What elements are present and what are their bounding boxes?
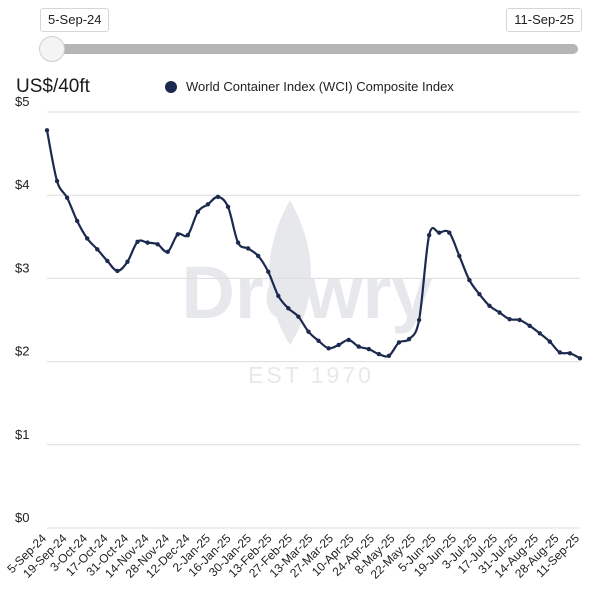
data-point[interactable]: [316, 338, 321, 343]
data-point[interactable]: [245, 246, 251, 251]
data-point[interactable]: [195, 209, 201, 215]
data-point[interactable]: [356, 344, 361, 349]
data-point[interactable]: [306, 329, 311, 334]
drewry-watermark: Drewry EST 1970: [182, 200, 433, 388]
data-point[interactable]: [396, 340, 402, 345]
y-axis-ticks: $0 $1 $2 $3 $4 $5: [15, 94, 29, 525]
data-point[interactable]: [255, 253, 261, 259]
y-tick-label: $5: [15, 94, 29, 109]
y-tick-label: $2: [15, 344, 29, 359]
data-point[interactable]: [74, 218, 80, 224]
legend-label: World Container Index (WCI) Composite In…: [186, 79, 454, 94]
slider-handle[interactable]: [39, 36, 65, 62]
grid: [47, 111, 580, 529]
data-point[interactable]: [386, 353, 392, 358]
data-point[interactable]: [105, 258, 110, 264]
watermark-flame-icon: [269, 200, 311, 345]
y-tick-label: $4: [15, 177, 29, 192]
data-point[interactable]: [266, 269, 271, 274]
data-point[interactable]: [577, 356, 583, 361]
data-point[interactable]: [296, 314, 301, 319]
data-point[interactable]: [215, 194, 221, 200]
data-point[interactable]: [145, 240, 150, 245]
data-point[interactable]: [447, 230, 452, 235]
data-point[interactable]: [44, 128, 50, 133]
date-range-slider[interactable]: [50, 44, 578, 54]
data-point[interactable]: [235, 240, 241, 245]
data-point[interactable]: [135, 239, 140, 244]
watermark-est: EST 1970: [248, 362, 374, 388]
data-point[interactable]: [326, 346, 331, 351]
data-point[interactable]: [537, 331, 542, 336]
y-tick-label: $1: [15, 427, 29, 442]
data-point[interactable]: [276, 293, 281, 299]
x-axis-ticks: 5-Sep-2419-Sep-243-Oct-2417-Oct-2431-Oct…: [4, 531, 582, 582]
legend-marker-icon: [165, 80, 177, 93]
data-point[interactable]: [336, 342, 341, 348]
y-tick-label: $3: [15, 260, 29, 275]
range-end-label: 11-Sep-25: [506, 8, 582, 32]
data-point[interactable]: [437, 230, 442, 235]
data-point[interactable]: [497, 310, 502, 315]
data-point[interactable]: [487, 303, 492, 309]
data-point[interactable]: [507, 316, 512, 322]
watermark-brand: Drewry: [182, 251, 433, 334]
data-point[interactable]: [225, 204, 231, 210]
data-point[interactable]: [567, 351, 573, 356]
range-start-label: 5-Sep-24: [40, 8, 110, 32]
data-point[interactable]: [346, 337, 351, 343]
data-point[interactable]: [527, 323, 532, 329]
data-point[interactable]: [125, 259, 130, 264]
data-point[interactable]: [185, 232, 190, 238]
legend[interactable]: World Container Index (WCI) Composite In…: [165, 79, 454, 94]
data-point[interactable]: [477, 292, 482, 297]
data-point[interactable]: [175, 232, 180, 237]
data-point[interactable]: [366, 346, 372, 352]
y-axis-unit-label: US$/40ft: [16, 76, 90, 97]
y-tick-label: $0: [15, 510, 29, 525]
data-point[interactable]: [467, 277, 472, 283]
data-point[interactable]: [286, 306, 291, 311]
data-point[interactable]: [426, 232, 432, 238]
data-point[interactable]: [115, 268, 120, 274]
data-point[interactable]: [557, 350, 563, 355]
data-point[interactable]: [457, 253, 462, 259]
data-point[interactable]: [406, 336, 412, 342]
data-point[interactable]: [416, 317, 422, 323]
data-point[interactable]: [517, 317, 522, 323]
data-point[interactable]: [64, 195, 70, 200]
data-point[interactable]: [85, 236, 90, 241]
data-point[interactable]: [547, 339, 553, 344]
data-point[interactable]: [54, 178, 60, 184]
data-point[interactable]: [376, 351, 382, 357]
data-point[interactable]: [205, 202, 211, 207]
series-layer: [44, 128, 583, 361]
data-point[interactable]: [95, 247, 100, 252]
data-point[interactable]: [155, 242, 160, 247]
data-point[interactable]: [165, 249, 170, 254]
